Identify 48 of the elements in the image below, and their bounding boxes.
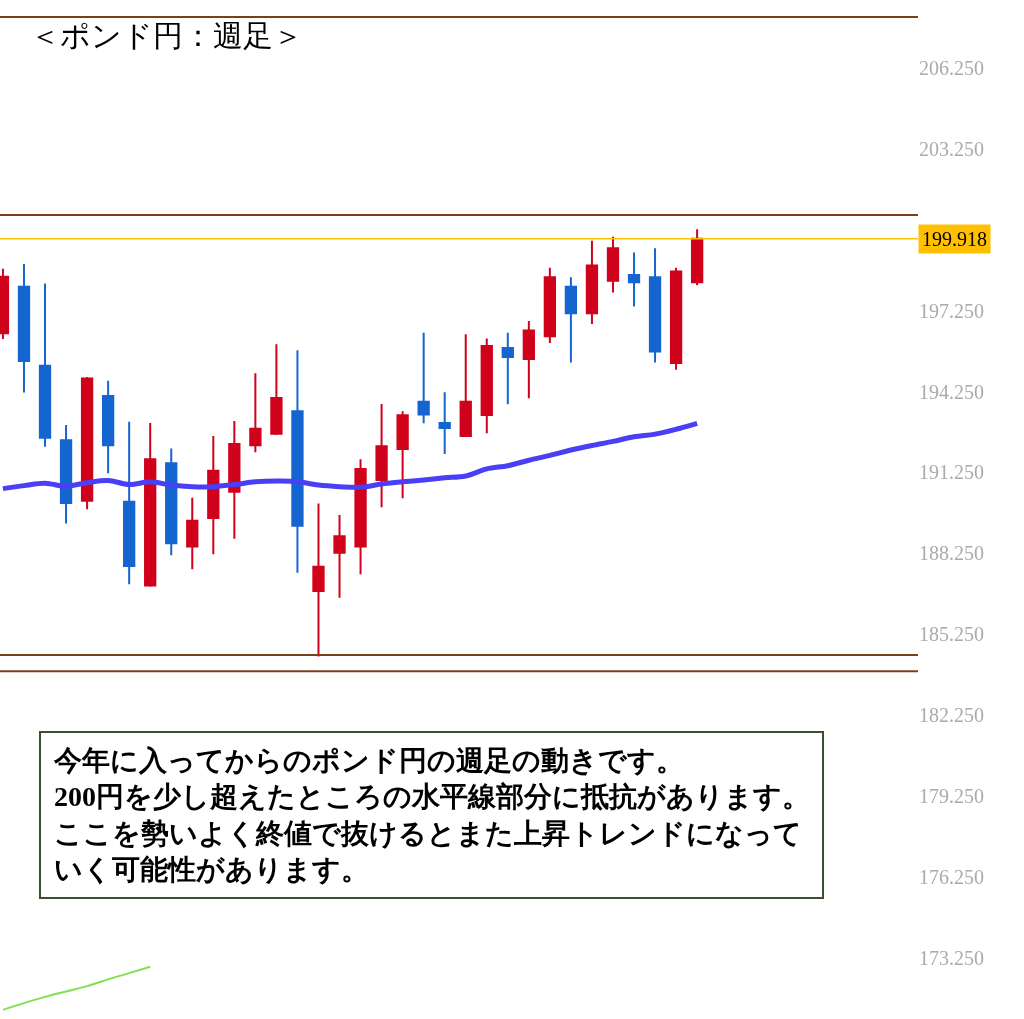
candlestick xyxy=(564,276,578,364)
candlestick xyxy=(17,262,31,394)
candlestick xyxy=(228,419,241,540)
candlestick xyxy=(501,331,514,406)
candlestick xyxy=(417,331,430,425)
y-tick-label: 203.250 xyxy=(919,137,984,160)
y-tick-label: 194.250 xyxy=(919,380,984,403)
candlestick xyxy=(606,235,620,294)
candlestick xyxy=(690,228,704,287)
candlestick xyxy=(543,266,557,344)
candlestick xyxy=(669,266,683,371)
candlestick xyxy=(249,372,262,454)
candlestick xyxy=(438,391,451,456)
y-tick-label: 191.250 xyxy=(919,461,984,484)
y-tick-label: 173.250 xyxy=(919,946,984,969)
y-tick-label: 185.250 xyxy=(919,623,984,646)
candlestick xyxy=(333,514,346,599)
y-tick-label: 206.250 xyxy=(919,56,984,79)
candlestick xyxy=(522,319,535,400)
candlestick xyxy=(101,379,115,475)
y-tick-label: 197.250 xyxy=(919,299,984,322)
candlestick xyxy=(38,282,52,448)
y-tick-label: 182.250 xyxy=(919,704,984,727)
candlestick xyxy=(375,402,388,509)
candlestick xyxy=(80,375,94,511)
candlestick xyxy=(627,251,641,308)
annotation: 今年に入ってからのポンド円の週足の動きです。200円を少し超えたところの水平線部分に抵抗があります。ここを勢いよく終値で抜けるとまた上昇トレンドになっていく可能性があります。 xyxy=(53,745,810,886)
candlestick xyxy=(648,247,662,364)
ref-line-label: 199.918 xyxy=(922,228,987,250)
candlestick xyxy=(312,502,325,658)
candlestick xyxy=(59,423,73,525)
y-tick-label: 179.250 xyxy=(919,785,984,807)
candlestick xyxy=(186,496,199,571)
y-tick-label: 176.250 xyxy=(919,865,984,888)
candlestick xyxy=(480,337,493,435)
candlestick xyxy=(207,435,220,556)
candlestick xyxy=(396,410,409,500)
candlestick xyxy=(291,349,304,574)
candlestick xyxy=(459,333,472,438)
line-series xyxy=(1,965,152,1011)
candlestick xyxy=(165,447,178,557)
y-tick-label: 188.250 xyxy=(919,542,984,565)
candlestick xyxy=(123,420,136,586)
candlestick xyxy=(270,343,283,436)
candlestick xyxy=(354,458,367,576)
candlestick xyxy=(585,239,599,326)
text: ＜ポンド円：週足＞ xyxy=(30,19,303,52)
candlestick xyxy=(144,422,157,588)
